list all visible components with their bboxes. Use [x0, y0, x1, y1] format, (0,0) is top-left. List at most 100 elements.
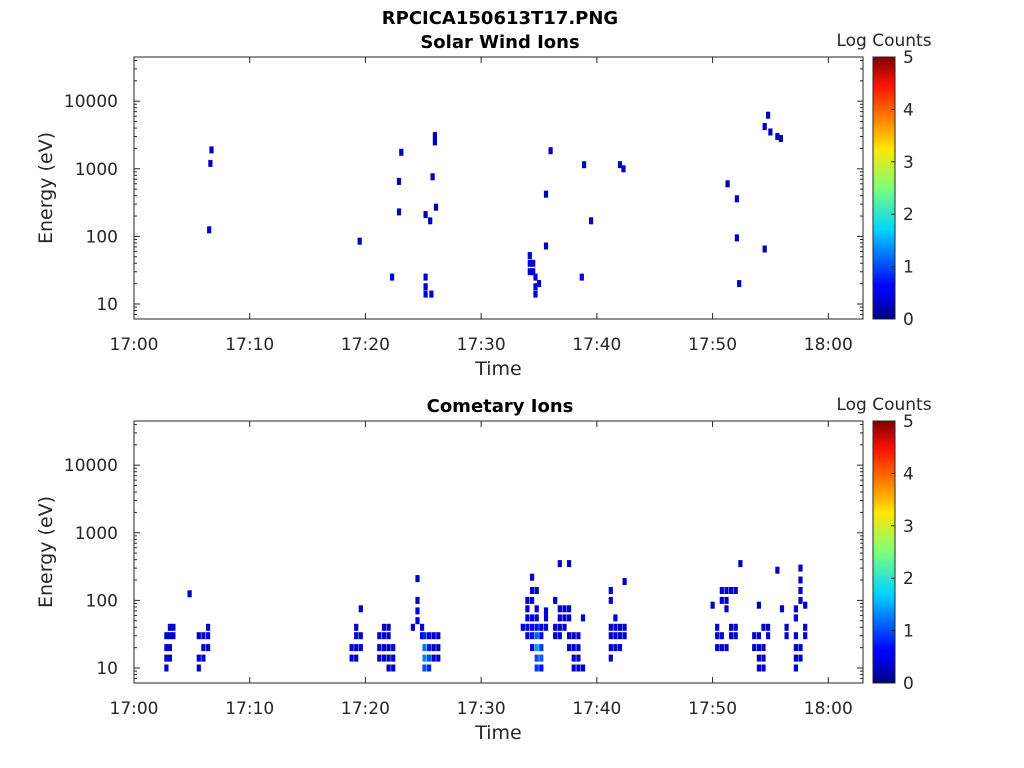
heatmap-cell	[536, 280, 542, 288]
heatmap-cell	[571, 632, 576, 640]
heatmap-cell	[534, 654, 539, 662]
heatmap-cell	[762, 123, 767, 131]
heatmap-cell	[553, 623, 558, 631]
heatmap-cell	[531, 259, 536, 267]
heatmap-cell	[358, 644, 363, 652]
heatmap-cell	[539, 632, 544, 640]
heatmap-cell	[543, 607, 549, 615]
heatmap-cell	[423, 211, 428, 219]
x-tick-label: 17:10	[225, 699, 274, 719]
heatmap-cell	[422, 632, 427, 640]
heatmap-cell	[533, 273, 538, 281]
heatmap-cell	[733, 632, 738, 640]
heatmap-cell	[415, 617, 420, 625]
y-tick-label: 10	[96, 659, 118, 679]
heatmap-cell	[431, 654, 436, 662]
heatmap-cell	[433, 203, 439, 211]
heatmap-cell	[766, 632, 771, 640]
heatmap-cell	[576, 632, 581, 640]
colorbar-tick-label: 2	[903, 569, 914, 589]
heatmap-cell	[557, 632, 562, 640]
heatmap-cell	[415, 607, 420, 615]
heatmap-cell	[557, 560, 562, 568]
heatmap-cell	[761, 644, 766, 652]
heatmap-cell	[738, 560, 743, 568]
heatmap-cell	[381, 644, 387, 652]
heatmap-cell	[608, 654, 613, 662]
y-axis-label: Energy (eV)	[35, 496, 57, 608]
heatmap-cell	[562, 605, 567, 613]
heatmap-cell	[539, 654, 544, 662]
heatmap-cell	[580, 614, 586, 622]
heatmap-cell	[719, 587, 724, 594]
heatmap-cell	[793, 632, 798, 640]
x-tick-label: 17:00	[110, 699, 159, 719]
heatmap-cell	[428, 217, 433, 225]
heatmap-cell	[436, 654, 441, 662]
heatmap-cell	[196, 654, 201, 662]
y-tick-label: 10000	[64, 456, 118, 476]
y-tick-label: 1000	[75, 524, 118, 544]
colorbar-tick-label: 3	[903, 153, 914, 173]
heatmap-cell	[761, 623, 766, 631]
heatmap-cell	[756, 601, 761, 609]
plot-frame	[133, 420, 864, 684]
colorbar-tick-label: 4	[903, 464, 914, 484]
heatmap-cells	[207, 111, 783, 298]
heatmap-cell	[798, 654, 803, 662]
heatmap-cell	[775, 566, 780, 574]
heatmap-cell	[349, 654, 354, 662]
heatmap-cell	[530, 573, 535, 581]
heatmap-cell	[762, 245, 767, 253]
x-axis-label: Time	[474, 358, 522, 380]
heatmap-cell	[608, 596, 613, 604]
heatmap-cell	[420, 623, 425, 631]
heatmap-cell	[422, 644, 427, 652]
heatmap-cell	[724, 587, 729, 594]
heatmap-cell	[719, 632, 724, 640]
heatmap-cell	[724, 644, 729, 652]
heatmap-cell	[608, 644, 613, 652]
heatmap-cell	[358, 632, 363, 640]
heatmap-cell	[167, 654, 172, 662]
heatmap-cell	[525, 632, 530, 640]
heatmap-cell	[798, 564, 803, 572]
heatmap-cell	[429, 290, 434, 298]
heatmap-cell	[571, 654, 576, 662]
heatmap-cell	[543, 614, 549, 622]
heatmap-cell	[613, 644, 618, 652]
heatmap-cell	[391, 664, 396, 672]
heatmap-cell	[410, 623, 415, 631]
heatmap-cell	[396, 208, 402, 216]
heatmap-cell	[710, 601, 715, 609]
heatmap-cell	[737, 280, 742, 288]
heatmap-cell	[793, 664, 798, 672]
heatmap-cell	[543, 623, 549, 631]
heatmap-cell	[415, 575, 420, 583]
heatmap-cell	[548, 147, 553, 155]
heatmap-cell	[432, 132, 437, 140]
colorbar-tick-label: 3	[903, 517, 914, 537]
heatmap-cell	[567, 614, 572, 622]
heatmap-cell	[391, 644, 396, 652]
heatmap-cell	[377, 632, 382, 640]
x-tick-label: 17:20	[341, 335, 390, 355]
y-tick-label: 10000	[64, 92, 118, 112]
heatmap-cell	[357, 237, 362, 245]
heatmap-cell	[553, 596, 558, 604]
heatmap-cell	[766, 623, 771, 631]
heatmap-cell	[209, 146, 214, 154]
heatmap-cell	[579, 273, 584, 281]
heatmap-cell	[779, 605, 785, 613]
x-tick-label: 17:30	[457, 699, 506, 719]
heatmap-cell	[530, 632, 535, 640]
heatmap-cell	[187, 590, 192, 598]
heatmap-cell	[793, 654, 798, 662]
heatmap-cell	[167, 644, 172, 652]
panel-title: Solar Wind Ions	[420, 32, 579, 53]
colorbar-tick-label: 0	[903, 674, 914, 694]
heatmap-cell	[164, 664, 169, 672]
heatmap-cell	[798, 596, 803, 604]
heatmap-cell	[761, 654, 766, 662]
